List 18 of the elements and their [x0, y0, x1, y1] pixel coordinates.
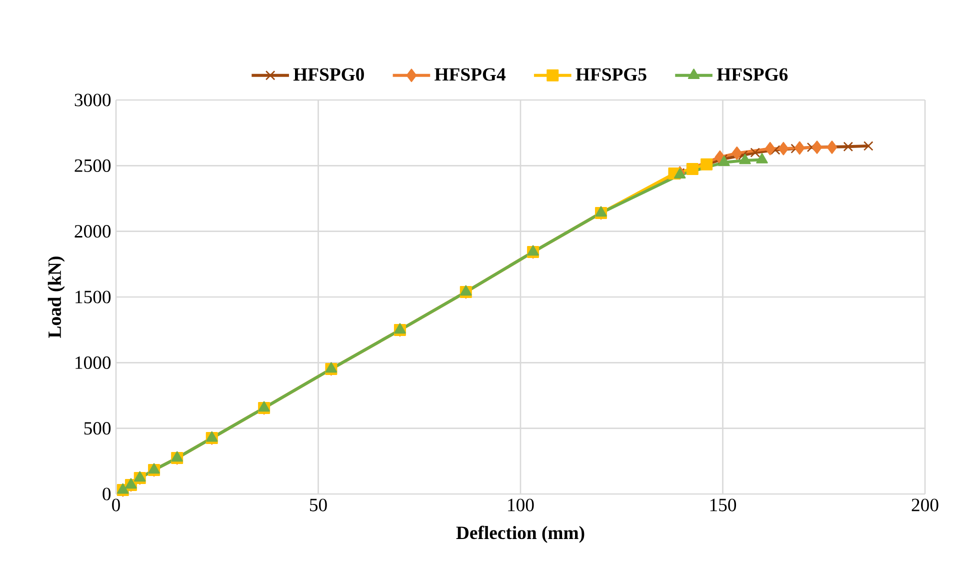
x-tick-label: 200 [912, 498, 938, 512]
y-tick-label: 2500 [74, 159, 111, 172]
x-tick-label: 0 [112, 498, 120, 512]
y-tick-label: 3000 [74, 94, 111, 106]
y-tick-label: 500 [84, 422, 111, 435]
x-tick-label: 50 [310, 498, 327, 512]
x-tick-label: 100 [508, 498, 534, 512]
legend-label: HFSPG5 [576, 68, 646, 81]
y-tick-label: 0 [102, 488, 111, 500]
y-tick-label: 1000 [76, 356, 111, 369]
y-axis-title: Load (kN) [48, 256, 65, 338]
y-tick-label: 1500 [76, 290, 111, 304]
legend-label: HFSPG4 [434, 68, 506, 81]
legend-label: HFSPG0 [293, 68, 364, 81]
y-tick-label: 2000 [74, 225, 111, 238]
x-tick-label: 150 [710, 498, 736, 512]
x-axis-title: Deflection (mm) [456, 526, 584, 543]
legend-label: HFSPG6 [716, 68, 788, 81]
